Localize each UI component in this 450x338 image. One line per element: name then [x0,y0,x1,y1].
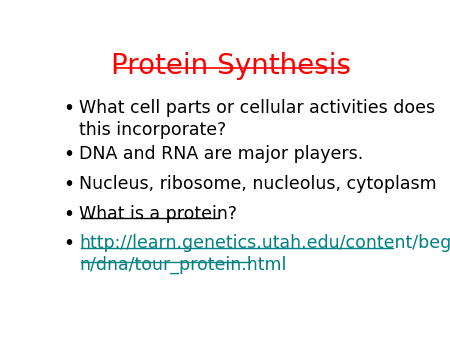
Text: Protein Synthesis: Protein Synthesis [111,52,351,80]
Text: Nucleus, ribosome, nucleolus, cytoplasm: Nucleus, ribosome, nucleolus, cytoplasm [79,175,436,193]
Text: •: • [63,235,74,254]
Text: DNA and RNA are major players.: DNA and RNA are major players. [79,145,363,163]
Text: What cell parts or cellular activities does
this incorporate?: What cell parts or cellular activities d… [79,99,435,139]
Text: •: • [63,99,74,118]
Text: http://learn.genetics.utah.edu/content/begi
n/dna/tour_protein.html: http://learn.genetics.utah.edu/content/b… [79,235,450,274]
Text: What is a protein?: What is a protein? [79,204,237,222]
Text: •: • [63,145,74,164]
Text: •: • [63,204,74,223]
Text: •: • [63,175,74,194]
